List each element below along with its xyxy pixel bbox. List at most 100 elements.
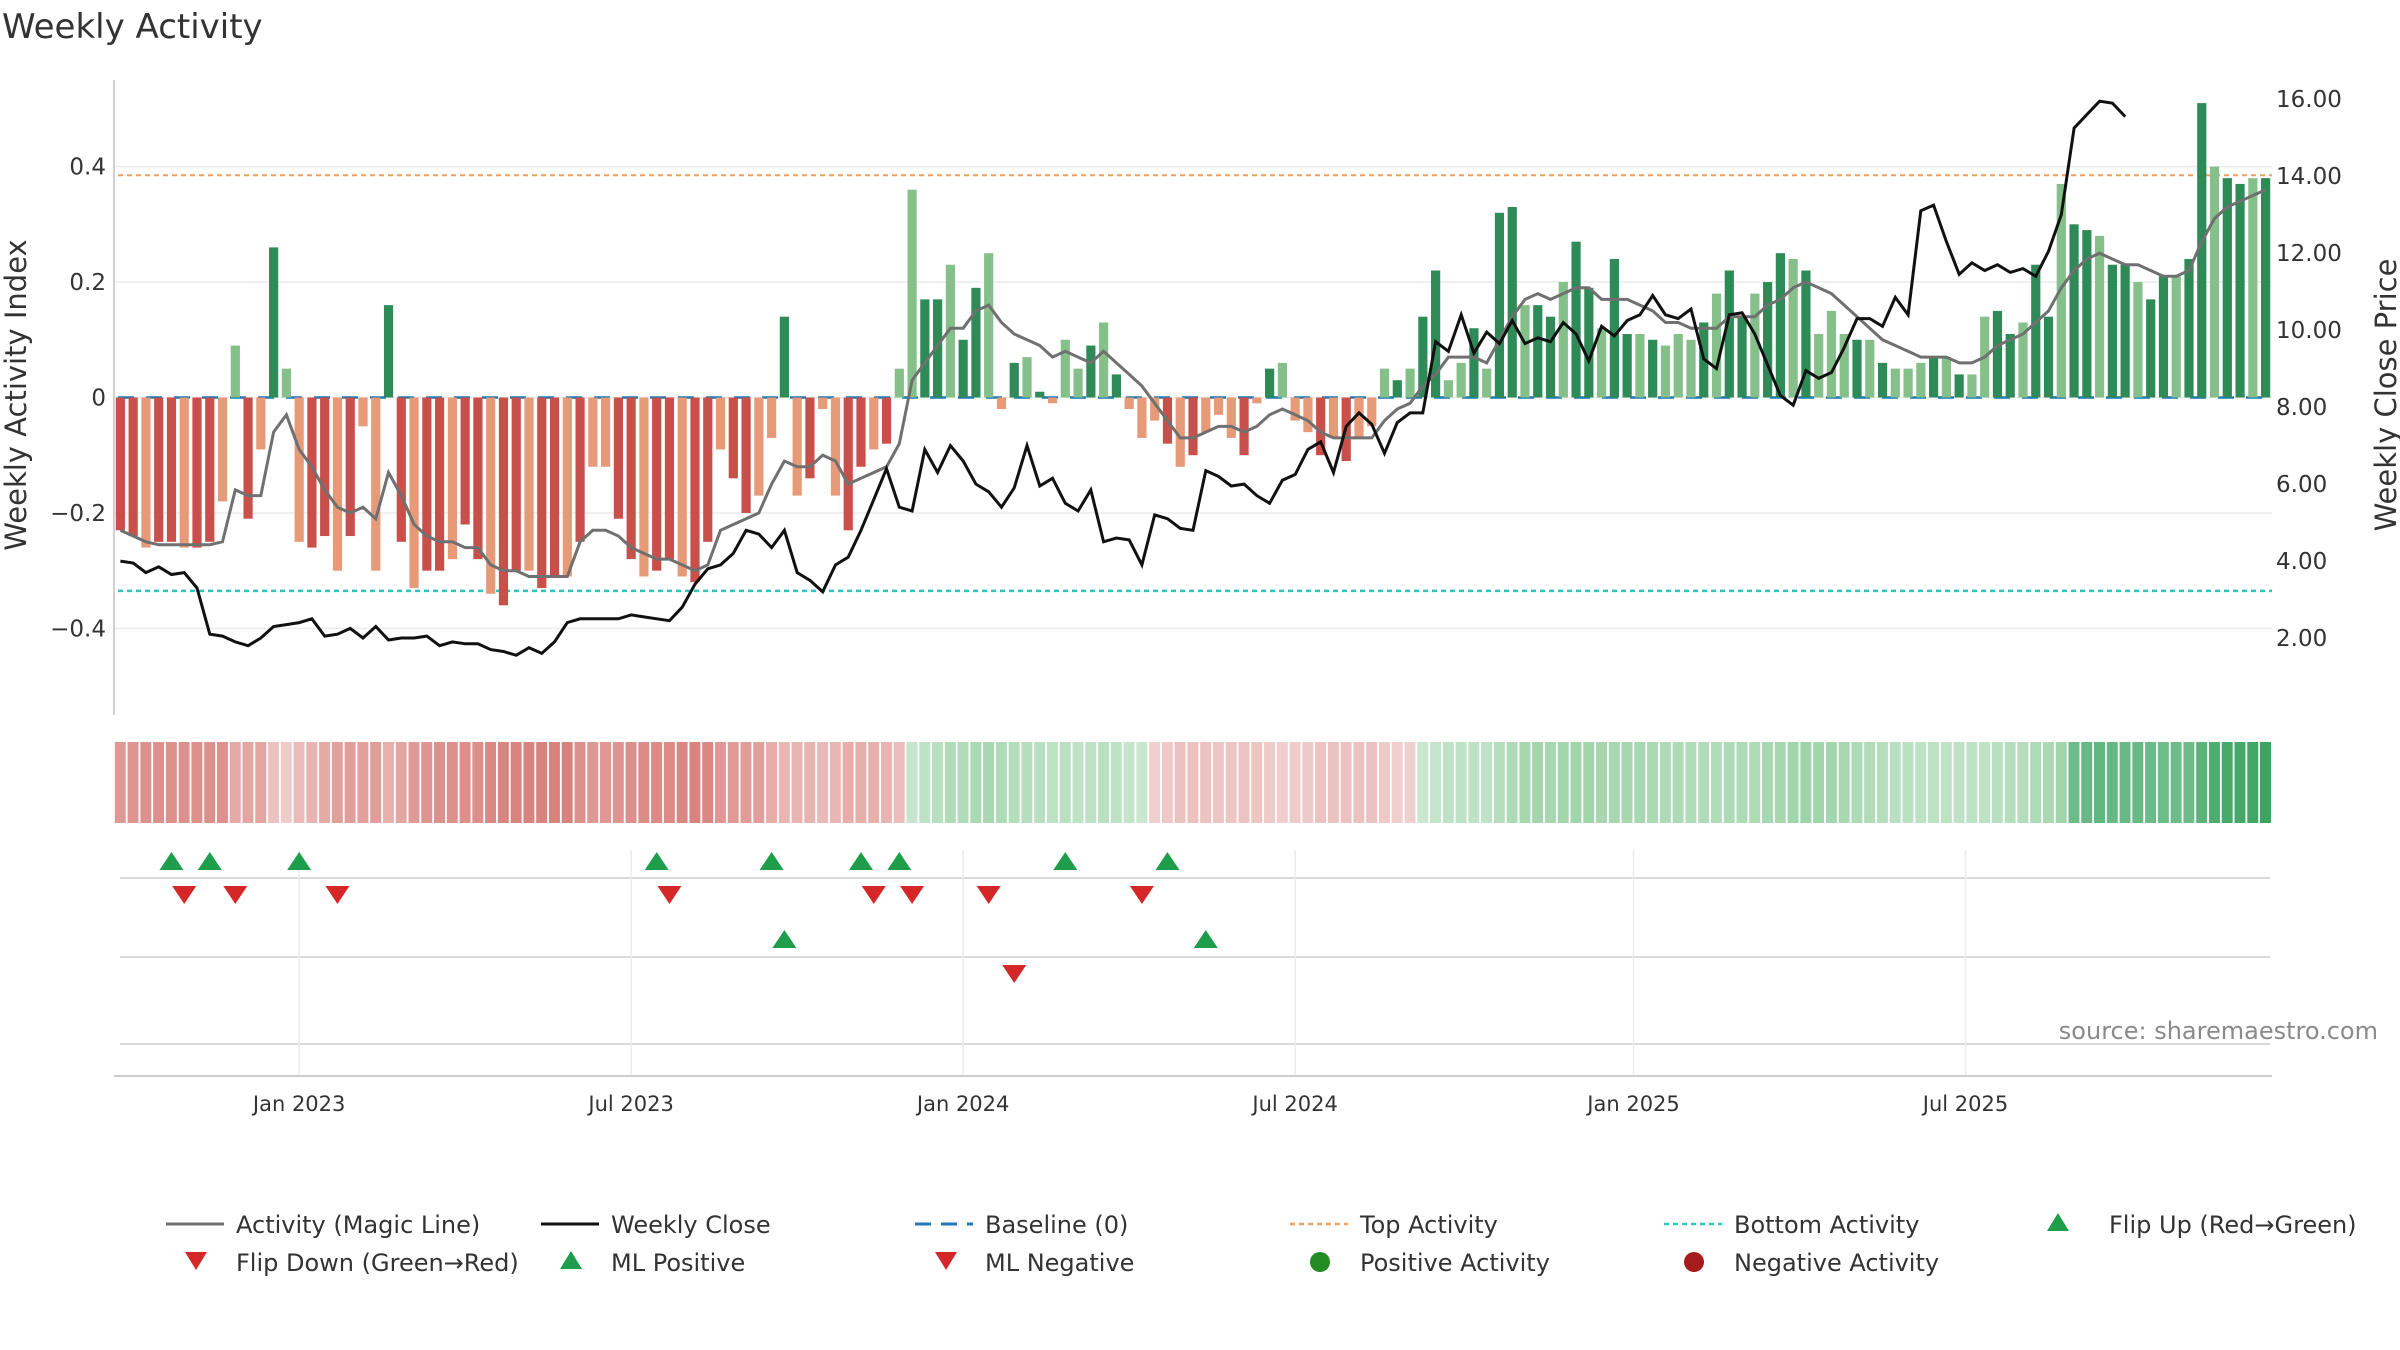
flip-up-marker [644, 852, 669, 870]
activity-bar [115, 397, 125, 531]
heat-strip-cell [919, 742, 931, 823]
heat-strip-cell [485, 742, 497, 823]
activity-bar [945, 264, 955, 398]
heat-strip-cell [1417, 742, 1429, 823]
legend-label-negative-activity: Negative Activity [1734, 1249, 1939, 1277]
legend-item-bottom-activity: Bottom Activity [1664, 1211, 1919, 1239]
heat-strip-cell [216, 742, 228, 823]
heat-strip-cell [855, 742, 867, 823]
magic-line-series [119, 188, 2267, 578]
heat-strip-cell [1034, 742, 1046, 823]
activity-bar [1099, 322, 1109, 398]
activity-bar [396, 397, 406, 542]
activity-bar [1903, 368, 1913, 398]
heat-strip-cell [676, 742, 688, 823]
activity-bar [1073, 368, 1083, 398]
heat-strip-cell [306, 742, 318, 823]
activity-bar [243, 397, 253, 519]
legend-swatch-positive-activity [1310, 1252, 1330, 1272]
activity-bar [1750, 293, 1760, 398]
legend-swatch-negative-activity [1684, 1252, 1704, 1272]
y2-tick-label: 6.00 [2276, 472, 2327, 498]
activity-bar [473, 397, 483, 560]
activity-bar [1916, 362, 1926, 398]
heat-strip-cell [1928, 742, 1939, 823]
weekly-close-series [120, 99, 2127, 657]
activity-bar [217, 397, 228, 502]
activity-bar [1571, 241, 1581, 398]
heat-strip-cell [944, 742, 956, 823]
heat-strip-cell [1174, 742, 1186, 823]
heat-strip-cell [625, 742, 637, 823]
activity-bar [537, 397, 547, 588]
heat-strip-cell [829, 742, 841, 823]
activity-bar [1443, 380, 1453, 398]
activity-bar [2209, 166, 2220, 398]
heat-strip-cell [740, 742, 752, 823]
activity-bar [1826, 310, 1837, 398]
activity-bar [652, 397, 662, 571]
activity-bar [549, 397, 560, 577]
activity-bar [460, 397, 470, 525]
heat-strip-cell [1302, 742, 1314, 823]
heat-strip-cell [1468, 742, 1480, 823]
heat-strip-cell [1506, 742, 1518, 823]
x-tick-label: Jul 2024 [1250, 1092, 1337, 1116]
heat-strip-cell [1391, 742, 1403, 823]
heat-strip-cell [1327, 742, 1339, 823]
x-tick-label: Jul 2023 [586, 1092, 673, 1116]
heat-strip-cell [127, 742, 139, 823]
activity-bar [2120, 264, 2130, 398]
heat-strip-cell [2081, 742, 2093, 823]
heat-strip-cell [1276, 742, 1288, 823]
heat-strip-cell [114, 742, 126, 823]
flip-up-marker [287, 852, 312, 870]
legend-item-flip-up: Flip Up (Red→Green) [2047, 1211, 2357, 1239]
activity-bar [2043, 316, 2054, 398]
y2-tick-label: 10.00 [2276, 318, 2342, 344]
heat-strip-cell [1008, 742, 1020, 823]
heat-strip-cell [229, 742, 241, 823]
heat-strip-cell [1072, 742, 1084, 823]
heat-strip-cell [242, 742, 254, 823]
heat-strip-cell [1723, 742, 1735, 823]
activity-bar [1992, 310, 2003, 398]
activity-bar [166, 397, 177, 542]
heat-strip-cell [434, 742, 445, 823]
heat-strip-cell [1672, 742, 1684, 823]
y-tick-label: 0.2 [69, 270, 106, 296]
legend-item-negative-activity: Negative Activity [1684, 1249, 1939, 1277]
y-axis-label: Weekly Activity Index [0, 239, 33, 550]
heat-strip-cell [370, 742, 382, 823]
flip-up-marker [197, 852, 222, 870]
legend-item-weekly-close: Weekly Close [541, 1211, 771, 1239]
y2-tick-label: 2.00 [2276, 626, 2327, 652]
heat-strip-cell [893, 742, 905, 823]
activity-bar [639, 397, 649, 577]
activity-bar [703, 397, 713, 542]
activity-bars [115, 103, 2271, 606]
x-tick-label: Jan 2025 [1585, 1092, 1680, 1116]
activity-bar [1137, 397, 1147, 438]
heat-strip-cell [2132, 742, 2144, 823]
heat-strip-cell [204, 742, 216, 823]
activity-bar [1520, 305, 1530, 398]
heat-strip-cell [523, 742, 535, 823]
legend-label-weekly-close: Weekly Close [611, 1211, 771, 1239]
activity-bar [1622, 334, 1632, 398]
activity-bar [1737, 316, 1747, 398]
ml-negative-marker [1002, 965, 1027, 983]
legend-label-ml-positive: ML Positive [611, 1249, 745, 1277]
activity-bar [856, 397, 866, 467]
activity-bar [1648, 339, 1658, 398]
activity-bar [1124, 397, 1134, 410]
activity-bar [2069, 224, 2079, 398]
legend-item-baseline: Baseline (0) [915, 1211, 1128, 1239]
heat-strip-cell [663, 742, 675, 823]
activity-bar [1801, 270, 1811, 398]
activity-bar [1175, 397, 1185, 467]
flip-down-marker [223, 886, 248, 904]
activity-bar [154, 397, 164, 542]
heat-strip-cell [689, 742, 701, 823]
activity-bar [1303, 397, 1313, 433]
